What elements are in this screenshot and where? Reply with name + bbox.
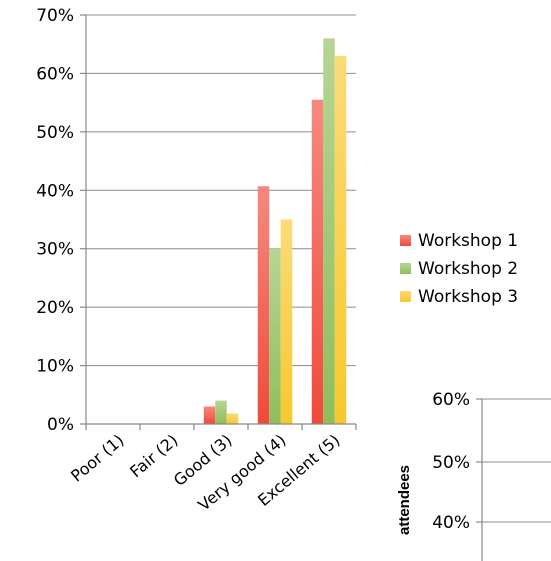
- main-y-tick-label: 60%: [36, 64, 74, 84]
- main-chart: 0% 10% 20% 30% 40% 50% 60% 70% Poor (1)Fair (2)…: [36, 6, 357, 515]
- main-x-tick-marks: [85, 424, 357, 430]
- bar-workshop-3-2: [226, 413, 239, 424]
- main-y-tick-label: 50%: [36, 123, 74, 143]
- secondary-y-axis-label: attendees: [396, 465, 413, 535]
- main-y-tick-label: 40%: [36, 181, 74, 201]
- secondary-y-tick-label: 40%: [432, 513, 470, 533]
- bar-workshop-2-3: [269, 248, 281, 424]
- main-bars: [203, 38, 347, 425]
- main-y-tick-labels: 0% 10% 20% 30% 40% 50% 60% 70%: [36, 6, 74, 435]
- bar-workshop-1-2: [203, 406, 216, 424]
- legend-label: Workshop 1: [418, 231, 518, 251]
- secondary-chart: 60% 50% 40% attendees: [396, 390, 551, 561]
- secondary-y-tick-label: 50%: [432, 453, 470, 473]
- bar-workshop-3-4: [334, 55, 347, 425]
- legend-swatch: [400, 263, 411, 274]
- secondary-y-tick-label: 60%: [432, 390, 470, 410]
- main-category-labels: Poor (1)Fair (2)Good (3)Very good (4)Exc…: [67, 431, 343, 515]
- bar-workshop-2-4: [323, 38, 335, 424]
- category-label: Poor (1): [67, 431, 127, 486]
- bar-workshop-1-4: [311, 99, 324, 424]
- secondary-gridlines: [476, 398, 551, 523]
- bar-workshop-3-3: [280, 219, 293, 424]
- legend-label: Workshop 2: [418, 259, 518, 279]
- main-gridlines: [80, 14, 356, 425]
- bar-workshop-1-3: [257, 186, 270, 424]
- legend-swatch: [400, 291, 411, 302]
- main-y-tick-label: 30%: [36, 240, 74, 260]
- legend: Workshop 1 Workshop 2 Workshop 3: [400, 231, 518, 307]
- main-y-tick-label: 20%: [36, 298, 74, 318]
- bar-workshop-2-2: [215, 400, 227, 424]
- legend-label: Workshop 3: [418, 287, 518, 307]
- main-y-tick-label: 70%: [36, 6, 74, 26]
- legend-swatch: [400, 235, 411, 246]
- main-y-tick-label: 10%: [36, 357, 74, 377]
- secondary-y-tick-labels: 60% 50% 40%: [432, 390, 470, 533]
- main-y-tick-label: 0%: [47, 415, 74, 435]
